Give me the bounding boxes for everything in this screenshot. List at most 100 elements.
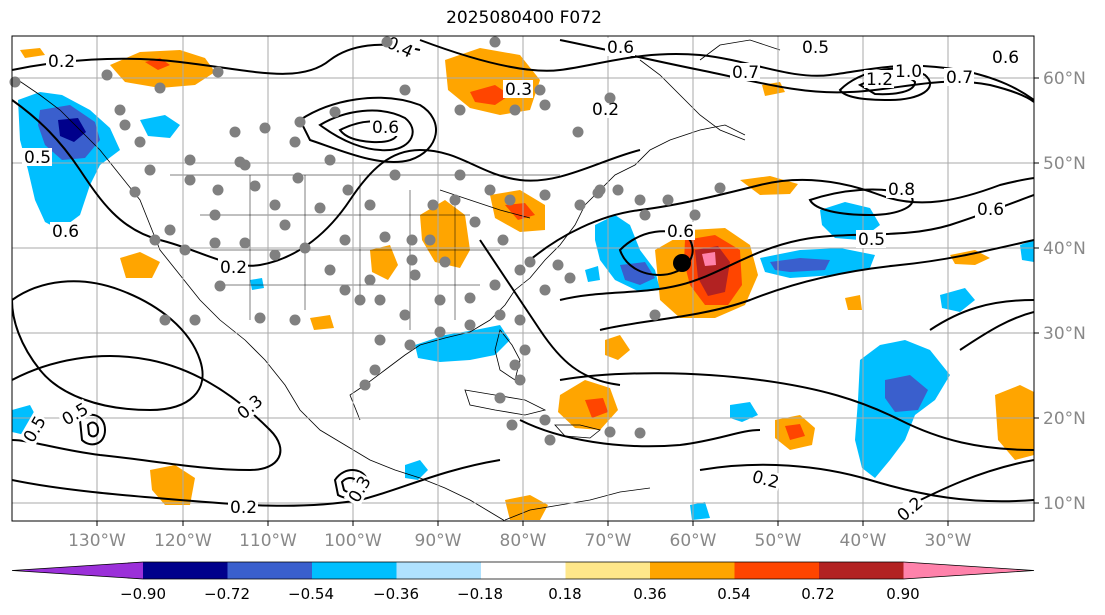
station-dot	[379, 231, 391, 243]
contour-label: 0.8	[888, 180, 915, 200]
station-dot	[552, 259, 564, 271]
station-dot	[134, 136, 146, 148]
station-dot	[114, 104, 126, 116]
station-dot	[484, 184, 496, 196]
colorbar-tick: 0.90	[886, 585, 919, 603]
latitude-labels: 60°N 50°N 40°N 30°N 20°N 10°N	[1043, 69, 1086, 514]
colorbar-tick: −0.54	[288, 585, 334, 603]
station-dot	[524, 256, 536, 268]
lon-label-30w: 30°W	[925, 531, 972, 551]
colorbar-outline	[11, 561, 1035, 580]
station-dot	[449, 194, 461, 206]
station-dot	[454, 169, 466, 181]
lon-label-50w: 50°W	[755, 531, 802, 551]
station-dot	[364, 199, 376, 211]
station-dot	[539, 284, 551, 296]
station-dot	[634, 194, 646, 206]
station-dot	[689, 209, 701, 221]
colorbar-bin	[12, 562, 143, 579]
station-dot	[424, 234, 436, 246]
station-dot	[634, 427, 646, 439]
lon-label-120w: 120°W	[154, 531, 212, 551]
station-dot	[404, 339, 416, 351]
station-dot	[364, 274, 376, 286]
station-dot	[229, 126, 241, 138]
station-dot	[519, 344, 531, 356]
station-dot	[594, 184, 606, 196]
station-dot	[214, 280, 226, 292]
contour-labels: 0.2 0.4 0.5 0.6 0.7 1.2 1.0 0.7 0.6 0.3 …	[18, 32, 1020, 526]
station-dot	[342, 184, 354, 196]
station-dot	[612, 184, 624, 196]
station-dot	[406, 254, 418, 266]
station-dot	[381, 36, 393, 48]
station-dot	[434, 326, 446, 338]
colorbar-bin	[565, 562, 650, 579]
station-dot	[572, 126, 584, 138]
colorbar-bin	[819, 562, 904, 579]
station-dot	[324, 154, 336, 166]
station-dot	[489, 36, 501, 48]
station-dot	[514, 314, 526, 326]
colorbar-tick: −0.18	[457, 585, 503, 603]
station-dot	[514, 374, 526, 386]
station-dot	[119, 119, 131, 131]
colorbar-bin	[734, 562, 819, 579]
station-dot	[662, 194, 674, 206]
lat-label-10n: 10°N	[1043, 494, 1086, 514]
lon-label-90w: 90°W	[415, 531, 462, 551]
contour-lines	[12, 39, 1034, 511]
station-dot	[399, 309, 411, 321]
state-borders	[170, 174, 560, 330]
station-dot	[339, 234, 351, 246]
colorbar-tick: 0.54	[717, 585, 750, 603]
station-dot	[639, 209, 651, 221]
station-dot	[269, 199, 281, 211]
contour-label: 0.5	[802, 38, 829, 58]
contour-label: 0.3	[234, 391, 268, 424]
station-dot	[184, 174, 196, 186]
lon-label-100w: 100°W	[324, 531, 382, 551]
contour-label: 0.5	[24, 148, 51, 168]
station-dot	[294, 116, 306, 128]
contour-label: 0.2	[592, 100, 619, 120]
station-dot	[454, 104, 466, 116]
colorbar-bin	[143, 562, 228, 579]
station-dot	[154, 82, 166, 94]
station-dot	[539, 99, 551, 111]
colorbar-tick: 0.18	[548, 585, 581, 603]
lat-label-40n: 40°N	[1043, 239, 1086, 259]
lon-label-70w: 70°W	[585, 531, 632, 551]
contour-label: 0.7	[946, 68, 973, 88]
station-dot	[164, 224, 176, 236]
colorbar-bin	[396, 562, 481, 579]
station-dot	[184, 154, 196, 166]
station-dot	[509, 104, 521, 116]
contour-label: 0.2	[750, 467, 781, 493]
lat-label-30n: 30°N	[1043, 324, 1086, 344]
colorbar-bin	[650, 562, 735, 579]
station-dot	[434, 294, 446, 306]
station-dot	[9, 76, 21, 88]
station-dot	[494, 392, 506, 404]
axis-ticks	[96, 77, 1039, 526]
station-dot	[464, 292, 476, 304]
station-dot	[269, 249, 281, 261]
map-title: 2025080400 F072	[446, 8, 602, 28]
station-dot	[509, 359, 521, 371]
station-dot	[314, 202, 326, 214]
lat-label-60n: 60°N	[1043, 69, 1086, 89]
colorbar-tick: −0.90	[120, 585, 166, 603]
station-dot	[289, 314, 301, 326]
station-dot	[339, 284, 351, 296]
station-dot	[604, 92, 616, 104]
station-dot	[539, 414, 551, 426]
station-dot	[534, 84, 546, 96]
station-dot	[714, 182, 726, 194]
station-dot	[249, 180, 261, 192]
station-dot	[564, 272, 576, 284]
station-dot	[289, 136, 301, 148]
contour-label: 0.2	[230, 498, 257, 518]
colorbar-tick: −0.72	[204, 585, 250, 603]
